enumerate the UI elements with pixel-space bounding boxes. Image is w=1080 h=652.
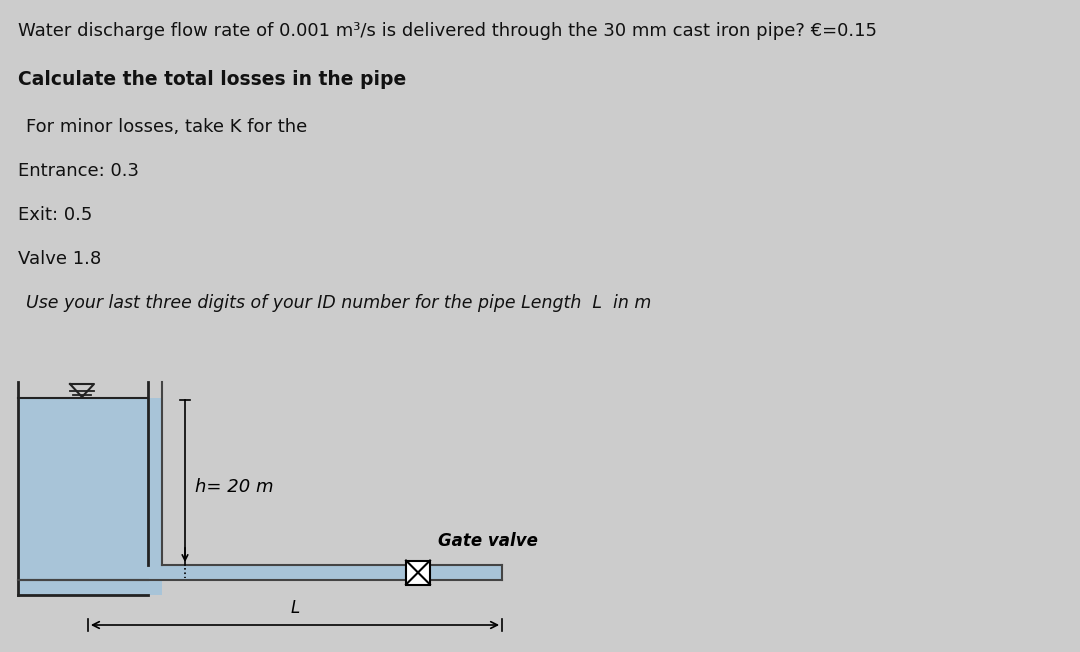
Bar [148,565,502,580]
Text: Gate valve: Gate valve [438,533,538,550]
Text: Valve 1.8: Valve 1.8 [18,250,102,268]
Text: Exit: 0.5: Exit: 0.5 [18,206,93,224]
Text: L: L [291,599,299,617]
Text: Use your last three digits of your ID number for the pipe Length  L  in m: Use your last three digits of your ID nu… [26,294,651,312]
Text: For minor losses, take K for the: For minor losses, take K for the [26,118,307,136]
Text: Water discharge flow rate of 0.001 m³/s is delivered through the 30 mm cast iron: Water discharge flow rate of 0.001 m³/s … [18,22,877,40]
Bar [18,398,148,595]
Text: Calculate the total losses in the pipe: Calculate the total losses in the pipe [18,70,406,89]
Bar [406,561,430,584]
Text: h= 20 m: h= 20 m [195,479,273,497]
Bar [148,398,162,595]
Text: Entrance: 0.3: Entrance: 0.3 [18,162,139,180]
